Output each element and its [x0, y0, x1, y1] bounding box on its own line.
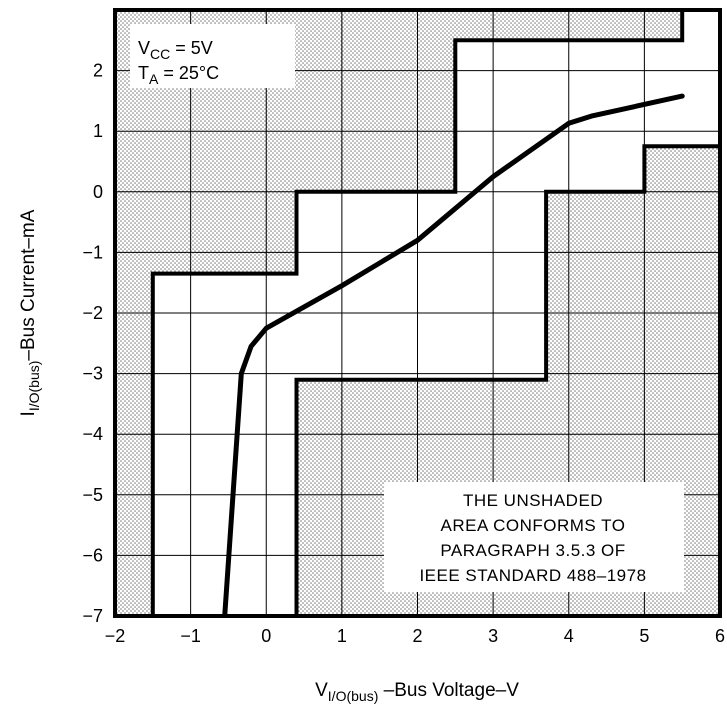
x-tick-label: 1 [337, 626, 347, 646]
y-tick-label: −5 [82, 485, 103, 505]
y-tick-label: −6 [82, 545, 103, 565]
note-line: THE UNSHADED [463, 491, 603, 510]
note-line: PARAGRAPH 3.5.3 OF [440, 541, 625, 560]
y-tick-label: 2 [93, 61, 103, 81]
x-tick-label: 2 [412, 626, 422, 646]
x-tick-label: 6 [715, 626, 725, 646]
condition-vcc: VCC = 5V [138, 38, 213, 62]
x-tick-label: −2 [105, 626, 126, 646]
conditions-box-bg [130, 24, 295, 88]
x-tick-label: 0 [261, 626, 271, 646]
conformance-boundaries [150, 10, 720, 616]
shaded-region-upper-left [115, 10, 683, 616]
y-axis-title: II/O(bus)–Bus Current–mA [18, 209, 42, 416]
y-tick-label: −2 [82, 303, 103, 323]
curve-layer [222, 93, 685, 616]
x-tick-label: −1 [180, 626, 201, 646]
note-line: AREA CONFORMS TO [441, 516, 626, 535]
x-tick-label: 4 [564, 626, 574, 646]
annotation-boxes [130, 24, 684, 592]
boundary-lower [294, 144, 720, 616]
note-line: IEEE STANDARD 488–1978 [419, 566, 646, 585]
conditions-box: VCC = 5V TA = 25°C [138, 38, 219, 87]
note-box-bg [384, 482, 684, 592]
tick-labels: −2 −1 0 1 2 3 4 5 6 −7 −6 −5 −4 −3 −2 −1 0 1 2 [82, 61, 725, 646]
series-line-iv-curve [222, 93, 685, 616]
y-tick-label: 0 [93, 182, 103, 202]
y-tick-label: −1 [82, 242, 103, 262]
x-tick-label: 3 [488, 626, 498, 646]
note-box: THE UNSHADED AREA CONFORMS TO PARAGRAPH … [419, 491, 646, 585]
condition-ta: TA = 25°C [138, 63, 219, 87]
y-tick-label: −3 [82, 364, 103, 384]
plot-frame [113, 8, 722, 618]
x-tick-label: 5 [639, 626, 649, 646]
x-axis-title: VI/O(bus) –Bus Voltage–V [315, 680, 519, 704]
y-tick-label: 1 [93, 121, 103, 141]
y-tick-label: −4 [82, 424, 103, 444]
y-tick-label: −7 [82, 606, 103, 626]
boundary-upper [150, 10, 685, 616]
